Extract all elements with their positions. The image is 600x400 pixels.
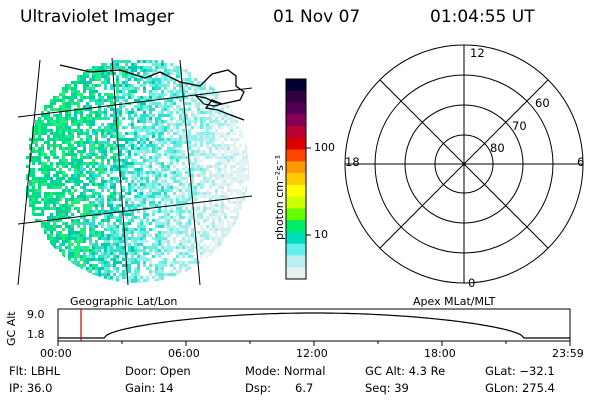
glon-info: GLon: 275.4 (485, 381, 555, 395)
mlat-label-70: 70 (512, 119, 527, 133)
orbit-ytick-9: 9.0 (27, 308, 45, 321)
orbit-xtick-0600: 06:00 (168, 347, 200, 360)
orbit-xtick-0000: 00:00 (40, 347, 72, 360)
gc-alt-info: GC Alt: 4.3 Re (365, 364, 446, 378)
geo-grid (17, 57, 253, 286)
door-info: Door: Open (125, 364, 191, 378)
dsp-label: Dsp: (245, 381, 272, 395)
colorbar-tick-10: 10 (314, 228, 328, 241)
gain-info: Gain: 14 (125, 381, 174, 395)
coastline-island (194, 95, 223, 107)
seq-info: Seq: 39 (365, 381, 409, 395)
time-label: 01:04:55 UT (430, 7, 535, 27)
mlat-label-80: 80 (490, 141, 505, 155)
orbit-ytick-1-8: 1.8 (27, 328, 45, 341)
polar-panel-label: Apex MLat/MLT (413, 295, 496, 308)
mlt-label-12: 12 (470, 46, 485, 60)
ip-info: IP: 36.0 (9, 381, 53, 395)
mlat-label-60: 60 (535, 96, 550, 110)
colorbar-tick-100: 100 (314, 141, 335, 154)
dsp-value: 6.7 (295, 381, 314, 395)
coastline (59, 64, 245, 121)
orbit-xtick-1200: 12:00 (296, 347, 328, 360)
glat-info: GLat: −32.1 (485, 364, 555, 378)
mlt-label-18: 18 (345, 155, 360, 169)
filter-info: Flt: LBHL (9, 364, 61, 378)
date-label: 01 Nov 07 (273, 7, 361, 27)
mlt-label-6: 6 (577, 155, 585, 169)
orbit-xtick-2359: 23:59 (552, 347, 584, 360)
orbit-xtick-1800: 18:00 (424, 347, 456, 360)
altitude-curve (58, 312, 570, 339)
instrument-title: Ultraviolet Imager (20, 7, 174, 27)
geo-panel-label: Geographic Lat/Lon (70, 295, 178, 308)
mode-info: Mode: Normal (245, 364, 326, 378)
